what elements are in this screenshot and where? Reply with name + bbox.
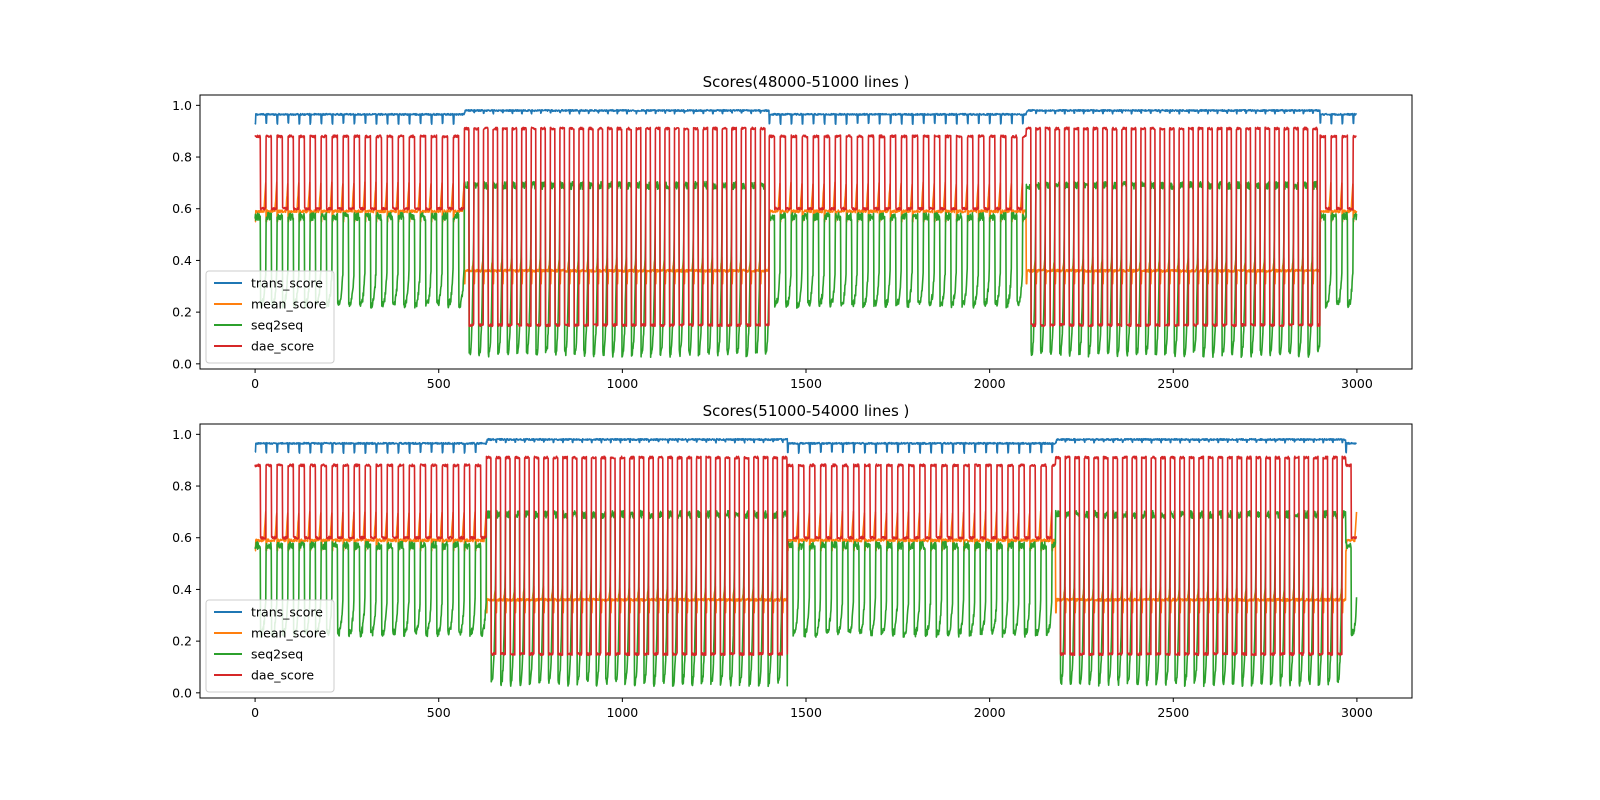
legend-label-mean_score: mean_score bbox=[251, 626, 327, 641]
series-line-mean_score bbox=[254, 510, 1358, 614]
x-tick-label: 0 bbox=[251, 705, 259, 720]
chart-title: Scores(48000-51000 lines ) bbox=[703, 73, 910, 91]
x-tick-label: 3000 bbox=[1341, 705, 1373, 720]
y-tick-label: 0.4 bbox=[172, 582, 192, 597]
legend-label-dae_score: dae_score bbox=[251, 668, 314, 683]
y-tick-label: 0.6 bbox=[172, 530, 192, 545]
y-tick-label: 0.0 bbox=[172, 685, 192, 700]
series-line-trans_score bbox=[254, 108, 1358, 126]
x-tick-label: 1000 bbox=[606, 705, 638, 720]
y-tick-label: 0.6 bbox=[172, 201, 192, 216]
y-tick-label: 0.0 bbox=[172, 356, 192, 371]
series-line-dae_score bbox=[254, 455, 1358, 657]
legend-label-trans_score: trans_score bbox=[251, 276, 323, 291]
legend: trans_score mean_score seq2seq dae_score bbox=[205, 270, 335, 364]
y-tick-label: 0.2 bbox=[172, 634, 192, 649]
legend-label-trans_score: trans_score bbox=[251, 605, 323, 620]
chart-panel-1: 0 500 1000 1500 2000 2500 3000 0.0 0.2 0.4 0.6 0.8 1… bbox=[172, 73, 1413, 391]
legend-label-seq2seq: seq2seq bbox=[251, 318, 303, 333]
x-tick-label: 2500 bbox=[1157, 705, 1189, 720]
series-line-trans_score bbox=[254, 437, 1357, 454]
y-tick-label: 0.2 bbox=[172, 305, 192, 320]
x-tick-label: 500 bbox=[427, 376, 451, 391]
x-tick-label: 1000 bbox=[606, 376, 638, 391]
x-tick-label: 0 bbox=[251, 376, 259, 391]
legend-box bbox=[205, 599, 335, 693]
legend-label-mean_score: mean_score bbox=[251, 297, 327, 312]
x-tick-label: 3000 bbox=[1341, 376, 1373, 391]
y-tick-label: 0.8 bbox=[172, 150, 192, 165]
x-tick-label: 1500 bbox=[790, 705, 822, 720]
series-line-seq2seq bbox=[254, 180, 1358, 359]
chart-title: Scores(51000-54000 lines ) bbox=[703, 402, 910, 420]
legend-label-seq2seq: seq2seq bbox=[251, 647, 303, 662]
x-tick-label: 2500 bbox=[1157, 376, 1189, 391]
x-tick-label: 500 bbox=[427, 705, 451, 720]
series-line-dae_score bbox=[254, 126, 1357, 328]
series-line-seq2seq bbox=[254, 509, 1358, 688]
legend-box bbox=[205, 270, 335, 364]
legend-label-dae_score: dae_score bbox=[251, 339, 314, 354]
y-tick-label: 0.4 bbox=[172, 253, 192, 268]
y-tick-label: 0.8 bbox=[172, 479, 192, 494]
legend: trans_score mean_score seq2seq dae_score bbox=[205, 599, 335, 693]
x-tick-label: 2000 bbox=[974, 705, 1006, 720]
chart-panel-2: 0 500 1000 1500 2000 2500 3000 0.0 0.2 0.4 0.6 0.8 1… bbox=[172, 402, 1413, 720]
y-tick-label: 1.0 bbox=[172, 98, 192, 113]
series-line-mean_score bbox=[254, 181, 1358, 285]
x-tick-label: 2000 bbox=[974, 376, 1006, 391]
y-tick-label: 1.0 bbox=[172, 427, 192, 442]
x-tick-label: 1500 bbox=[790, 376, 822, 391]
